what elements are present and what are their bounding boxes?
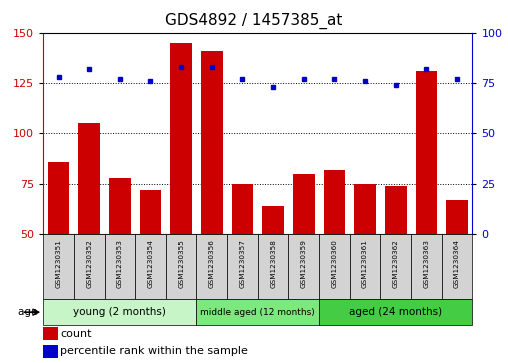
Bar [319, 299, 472, 325]
Text: GSM1230359: GSM1230359 [301, 239, 307, 288]
Bar [43, 327, 58, 340]
Bar [201, 51, 223, 335]
Text: aged (24 months): aged (24 months) [349, 307, 442, 317]
Bar [43, 234, 74, 299]
Bar [197, 299, 319, 325]
Bar [170, 43, 192, 335]
Bar [293, 174, 314, 335]
Text: GSM1230363: GSM1230363 [424, 239, 429, 288]
Bar [319, 234, 350, 299]
Text: GSM1230351: GSM1230351 [55, 239, 61, 288]
Bar [166, 234, 197, 299]
Text: GSM1230364: GSM1230364 [454, 239, 460, 288]
Bar [355, 184, 376, 335]
Text: GDS4892 / 1457385_at: GDS4892 / 1457385_at [165, 13, 343, 29]
Bar [385, 186, 406, 335]
Bar [258, 234, 289, 299]
Text: percentile rank within the sample: percentile rank within the sample [60, 346, 248, 356]
Text: GSM1230356: GSM1230356 [209, 239, 215, 288]
Text: GSM1230361: GSM1230361 [362, 239, 368, 288]
Bar [416, 71, 437, 335]
Text: GSM1230354: GSM1230354 [147, 239, 153, 288]
Bar [43, 299, 197, 325]
Bar [263, 206, 284, 335]
Bar [350, 234, 380, 299]
Bar [135, 234, 166, 299]
Bar [109, 178, 131, 335]
Text: GSM1230358: GSM1230358 [270, 239, 276, 288]
Text: middle aged (12 months): middle aged (12 months) [201, 308, 315, 317]
Text: age: age [18, 307, 41, 317]
Text: GSM1230357: GSM1230357 [239, 239, 245, 288]
Text: GSM1230362: GSM1230362 [393, 239, 399, 288]
Bar [380, 234, 411, 299]
Bar [289, 234, 319, 299]
Bar [140, 190, 161, 335]
Bar [324, 170, 345, 335]
Text: young (2 months): young (2 months) [73, 307, 166, 317]
Bar [197, 234, 227, 299]
Bar [447, 200, 468, 335]
Bar [232, 184, 253, 335]
Bar [411, 234, 442, 299]
Text: GSM1230352: GSM1230352 [86, 239, 92, 288]
Bar [442, 234, 472, 299]
Text: GSM1230360: GSM1230360 [331, 239, 337, 288]
Bar [48, 162, 69, 335]
Text: count: count [60, 329, 92, 339]
Bar [74, 234, 105, 299]
Text: GSM1230355: GSM1230355 [178, 239, 184, 288]
Bar [227, 234, 258, 299]
Bar [105, 234, 135, 299]
Text: GSM1230353: GSM1230353 [117, 239, 123, 288]
Bar [43, 344, 58, 358]
Bar [78, 123, 100, 335]
